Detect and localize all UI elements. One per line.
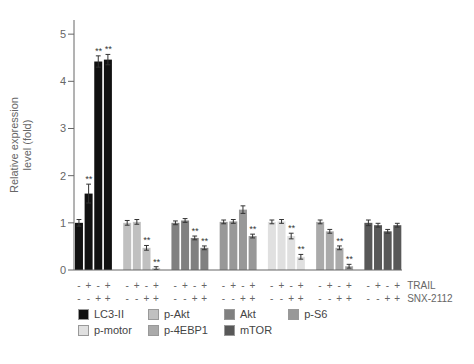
svg-text:-: - [145,280,148,291]
svg-text:Relative expressionlevel (fold: Relative expressionlevel (fold) [8,97,33,193]
svg-text:-: - [367,293,370,304]
svg-text:**: ** [104,44,112,54]
svg-text:+: + [86,280,92,291]
svg-text:**: ** [153,257,161,267]
svg-text:4: 4 [60,75,66,87]
svg-text:+: + [250,280,256,291]
svg-text:-: - [87,293,90,304]
svg-text:-: - [270,280,273,291]
svg-text:SNX-2112: SNX-2112 [407,293,453,304]
svg-text:-: - [174,293,177,304]
svg-text:+: + [201,293,207,304]
svg-text:**: ** [191,226,199,236]
svg-text:-: - [174,280,177,291]
svg-text:+: + [240,293,246,304]
svg-text:+: + [105,280,111,291]
svg-text:3: 3 [60,122,66,134]
svg-text:-: - [125,280,128,291]
svg-text:+: + [105,293,111,304]
svg-text:-: - [77,280,80,291]
html-text:mTOR: mTOR [239,324,273,336]
svg-text:-: - [376,293,379,304]
html-text:p-S6: p-S6 [304,308,328,320]
svg-text:-: - [318,293,321,304]
svg-text:+: + [375,280,381,291]
svg-text:-: - [96,280,99,291]
svg-text:-: - [193,280,196,291]
svg-text:+: + [230,280,236,291]
svg-text:-: - [232,293,235,304]
svg-text:**: ** [336,236,344,246]
svg-text:-: - [280,293,283,304]
svg-text:+: + [153,280,159,291]
svg-text:+: + [346,293,352,304]
html-text:Akt: Akt [239,308,256,320]
svg-text:-: - [367,280,370,291]
svg-text:-: - [135,293,138,304]
svg-text:-: - [338,280,341,291]
svg-text:-: - [125,293,128,304]
svg-text:-: - [270,293,273,304]
html-text:LC3-II: LC3-II [94,308,124,320]
svg-text:+: + [394,293,400,304]
svg-text:**: ** [95,46,103,56]
svg-text:**: ** [297,244,305,254]
svg-text:+: + [143,293,149,304]
svg-text:+: + [192,293,198,304]
svg-text:**: ** [201,236,209,246]
svg-text:+: + [288,293,294,304]
svg-text:0: 0 [60,264,66,276]
svg-text:+: + [278,280,284,291]
svg-text:+: + [95,293,101,304]
svg-text:**: ** [143,235,151,245]
svg-text:-: - [318,280,321,291]
svg-text:-: - [328,293,331,304]
svg-text:-: - [386,280,389,291]
svg-text:+: + [298,293,304,304]
svg-text:+: + [385,293,391,304]
svg-text:TRAIL: TRAIL [407,280,436,291]
svg-text:+: + [250,293,256,304]
svg-text:+: + [346,280,352,291]
svg-text:-: - [77,293,80,304]
svg-text:-: - [222,280,225,291]
svg-text:+: + [134,280,140,291]
svg-text:+: + [336,293,342,304]
svg-text:5: 5 [60,28,66,40]
svg-text:+: + [394,280,400,291]
svg-text:**: ** [288,223,296,233]
html-text:p-motor: p-motor [94,324,132,336]
svg-text:+: + [298,280,304,291]
svg-text:-: - [183,293,186,304]
svg-text:**: ** [85,174,93,184]
svg-text:+: + [201,280,207,291]
svg-text:+: + [327,280,333,291]
svg-text:2: 2 [60,170,66,182]
svg-text:-: - [241,280,244,291]
svg-text:**: ** [346,254,354,264]
html-text:p-Akt: p-Akt [163,308,190,320]
svg-text:**: ** [249,224,257,234]
svg-text:-: - [289,280,292,291]
html-text:p-4EBP1: p-4EBP1 [163,324,208,336]
svg-text:1: 1 [60,217,66,229]
svg-text:-: - [222,293,225,304]
svg-text:+: + [182,280,188,291]
svg-text:+: + [153,293,159,304]
